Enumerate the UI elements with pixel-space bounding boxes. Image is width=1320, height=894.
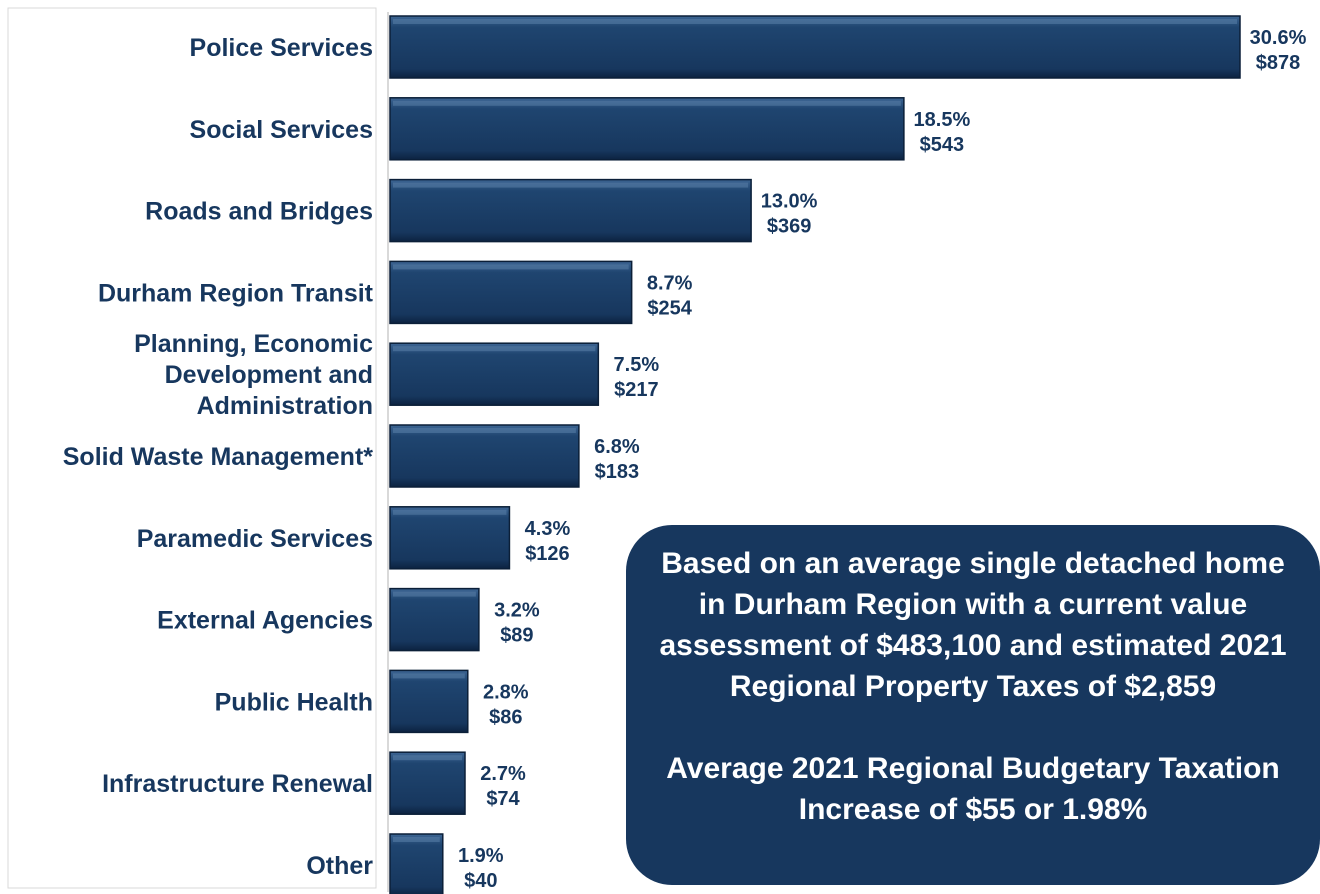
bar-2 xyxy=(389,178,752,243)
percent-label-2: 13.0% xyxy=(761,191,818,213)
percent-label-6: 4.3% xyxy=(525,518,571,540)
bar-highlight-10 xyxy=(393,837,440,842)
percent-label-7: 3.2% xyxy=(494,600,540,622)
bar-7 xyxy=(389,587,480,652)
bar-9 xyxy=(389,751,466,815)
callout-increase-text: Average 2021 Regional Budgetary Taxation… xyxy=(666,752,1280,826)
dollar-label-3: $254 xyxy=(647,297,692,319)
dollar-label-5: $183 xyxy=(595,461,640,483)
dollar-label-6: $126 xyxy=(525,543,570,565)
category-label-9: Infrastructure Renewal xyxy=(102,770,373,798)
category-label-10: Other xyxy=(306,852,373,880)
bar-highlight-8 xyxy=(393,673,465,679)
category-label-2: Roads and Bridges xyxy=(145,198,373,226)
bar-highlight-5 xyxy=(393,428,576,433)
percent-label-8: 2.8% xyxy=(483,681,529,703)
category-label-3: Durham Region Transit xyxy=(98,279,374,307)
label-panel-border xyxy=(7,7,377,889)
bar-6 xyxy=(389,506,511,570)
data-labels-group: 30.6% $878 18.5% $543 13.0% $369 8.7% $254 7.5% $… xyxy=(458,27,1307,892)
percent-label-5: 6.8% xyxy=(594,436,640,458)
bar-0 xyxy=(389,15,1241,79)
bar-highlight-4 xyxy=(393,346,596,352)
category-label-5: Solid Waste Management* xyxy=(63,443,374,471)
percent-label-4: 7.5% xyxy=(614,354,660,376)
category-label-0: Police Services xyxy=(190,34,373,62)
bar-highlight-9 xyxy=(393,755,462,761)
bar-highlight-1 xyxy=(393,100,901,106)
percent-label-0: 30.6% xyxy=(1250,27,1307,49)
dollar-label-8: $86 xyxy=(489,706,522,728)
category-label-7: External Agencies xyxy=(157,607,373,635)
dollar-label-10: $40 xyxy=(464,870,497,892)
bar-4 xyxy=(389,342,600,406)
dollar-label-1: $543 xyxy=(920,134,965,156)
bar-highlight-3 xyxy=(393,264,629,270)
bar-highlight-7 xyxy=(393,591,476,597)
assessment-callout: Based on an average single detached home… xyxy=(626,525,1320,885)
category-labels-group: Police Services Social Services Roads and … xyxy=(63,34,374,880)
bar-3 xyxy=(389,260,633,325)
callout-assessment-text: Based on an average single detached home… xyxy=(659,547,1287,703)
percent-label-10: 1.9% xyxy=(458,845,504,867)
dollar-label-7: $89 xyxy=(500,625,533,647)
bar-highlight-0 xyxy=(393,19,1237,24)
percent-label-3: 8.7% xyxy=(647,272,693,294)
dollar-label-4: $217 xyxy=(614,379,659,401)
category-label-1: Social Services xyxy=(190,116,373,144)
percent-label-1: 18.5% xyxy=(914,109,971,131)
bar-5 xyxy=(389,424,580,488)
bar-highlight-6 xyxy=(393,509,507,515)
category-label-4: Planning, Economic Development and Adminis… xyxy=(134,330,373,420)
dollar-label-2: $369 xyxy=(767,216,812,238)
bar-10 xyxy=(389,833,444,894)
dollar-label-9: $74 xyxy=(486,788,520,810)
category-label-6: Paramedic Services xyxy=(137,525,373,553)
bar-1 xyxy=(389,97,905,161)
bar-highlight-2 xyxy=(393,182,749,188)
dollar-label-0: $878 xyxy=(1256,52,1301,74)
percent-label-9: 2.7% xyxy=(480,763,526,785)
bars-group xyxy=(389,15,1241,894)
category-label-8: Public Health xyxy=(215,688,373,716)
bar-8 xyxy=(389,669,469,734)
